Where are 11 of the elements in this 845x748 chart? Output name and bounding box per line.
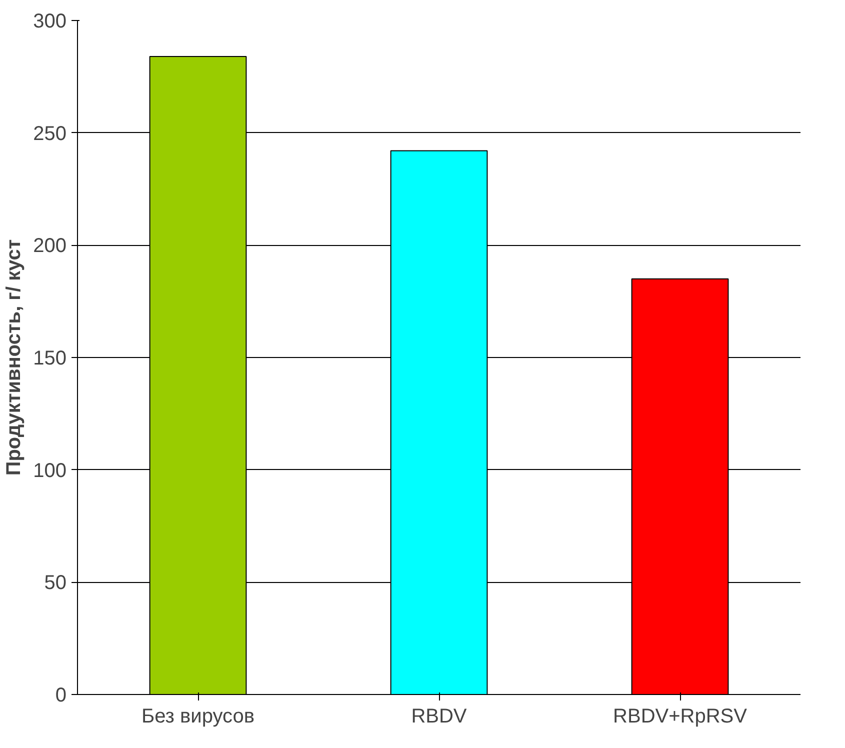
y-axis-title: Продуктивность, г/ куст xyxy=(3,239,26,476)
y-tick-label: 200 xyxy=(33,235,67,258)
y-tick-label: 50 xyxy=(44,572,67,594)
x-tick-label: RBDV xyxy=(411,706,468,728)
y-tick-label: 300 xyxy=(33,10,67,32)
x-tick-label: Без вирусов xyxy=(142,706,254,728)
y-tick-label: 250 xyxy=(33,122,67,145)
y-tick-label: 100 xyxy=(33,460,67,482)
y-tick-label: 150 xyxy=(33,348,67,370)
y-tick-label: 0 xyxy=(55,684,66,706)
x-tick-label: RBDV+RpRSV xyxy=(613,706,748,728)
